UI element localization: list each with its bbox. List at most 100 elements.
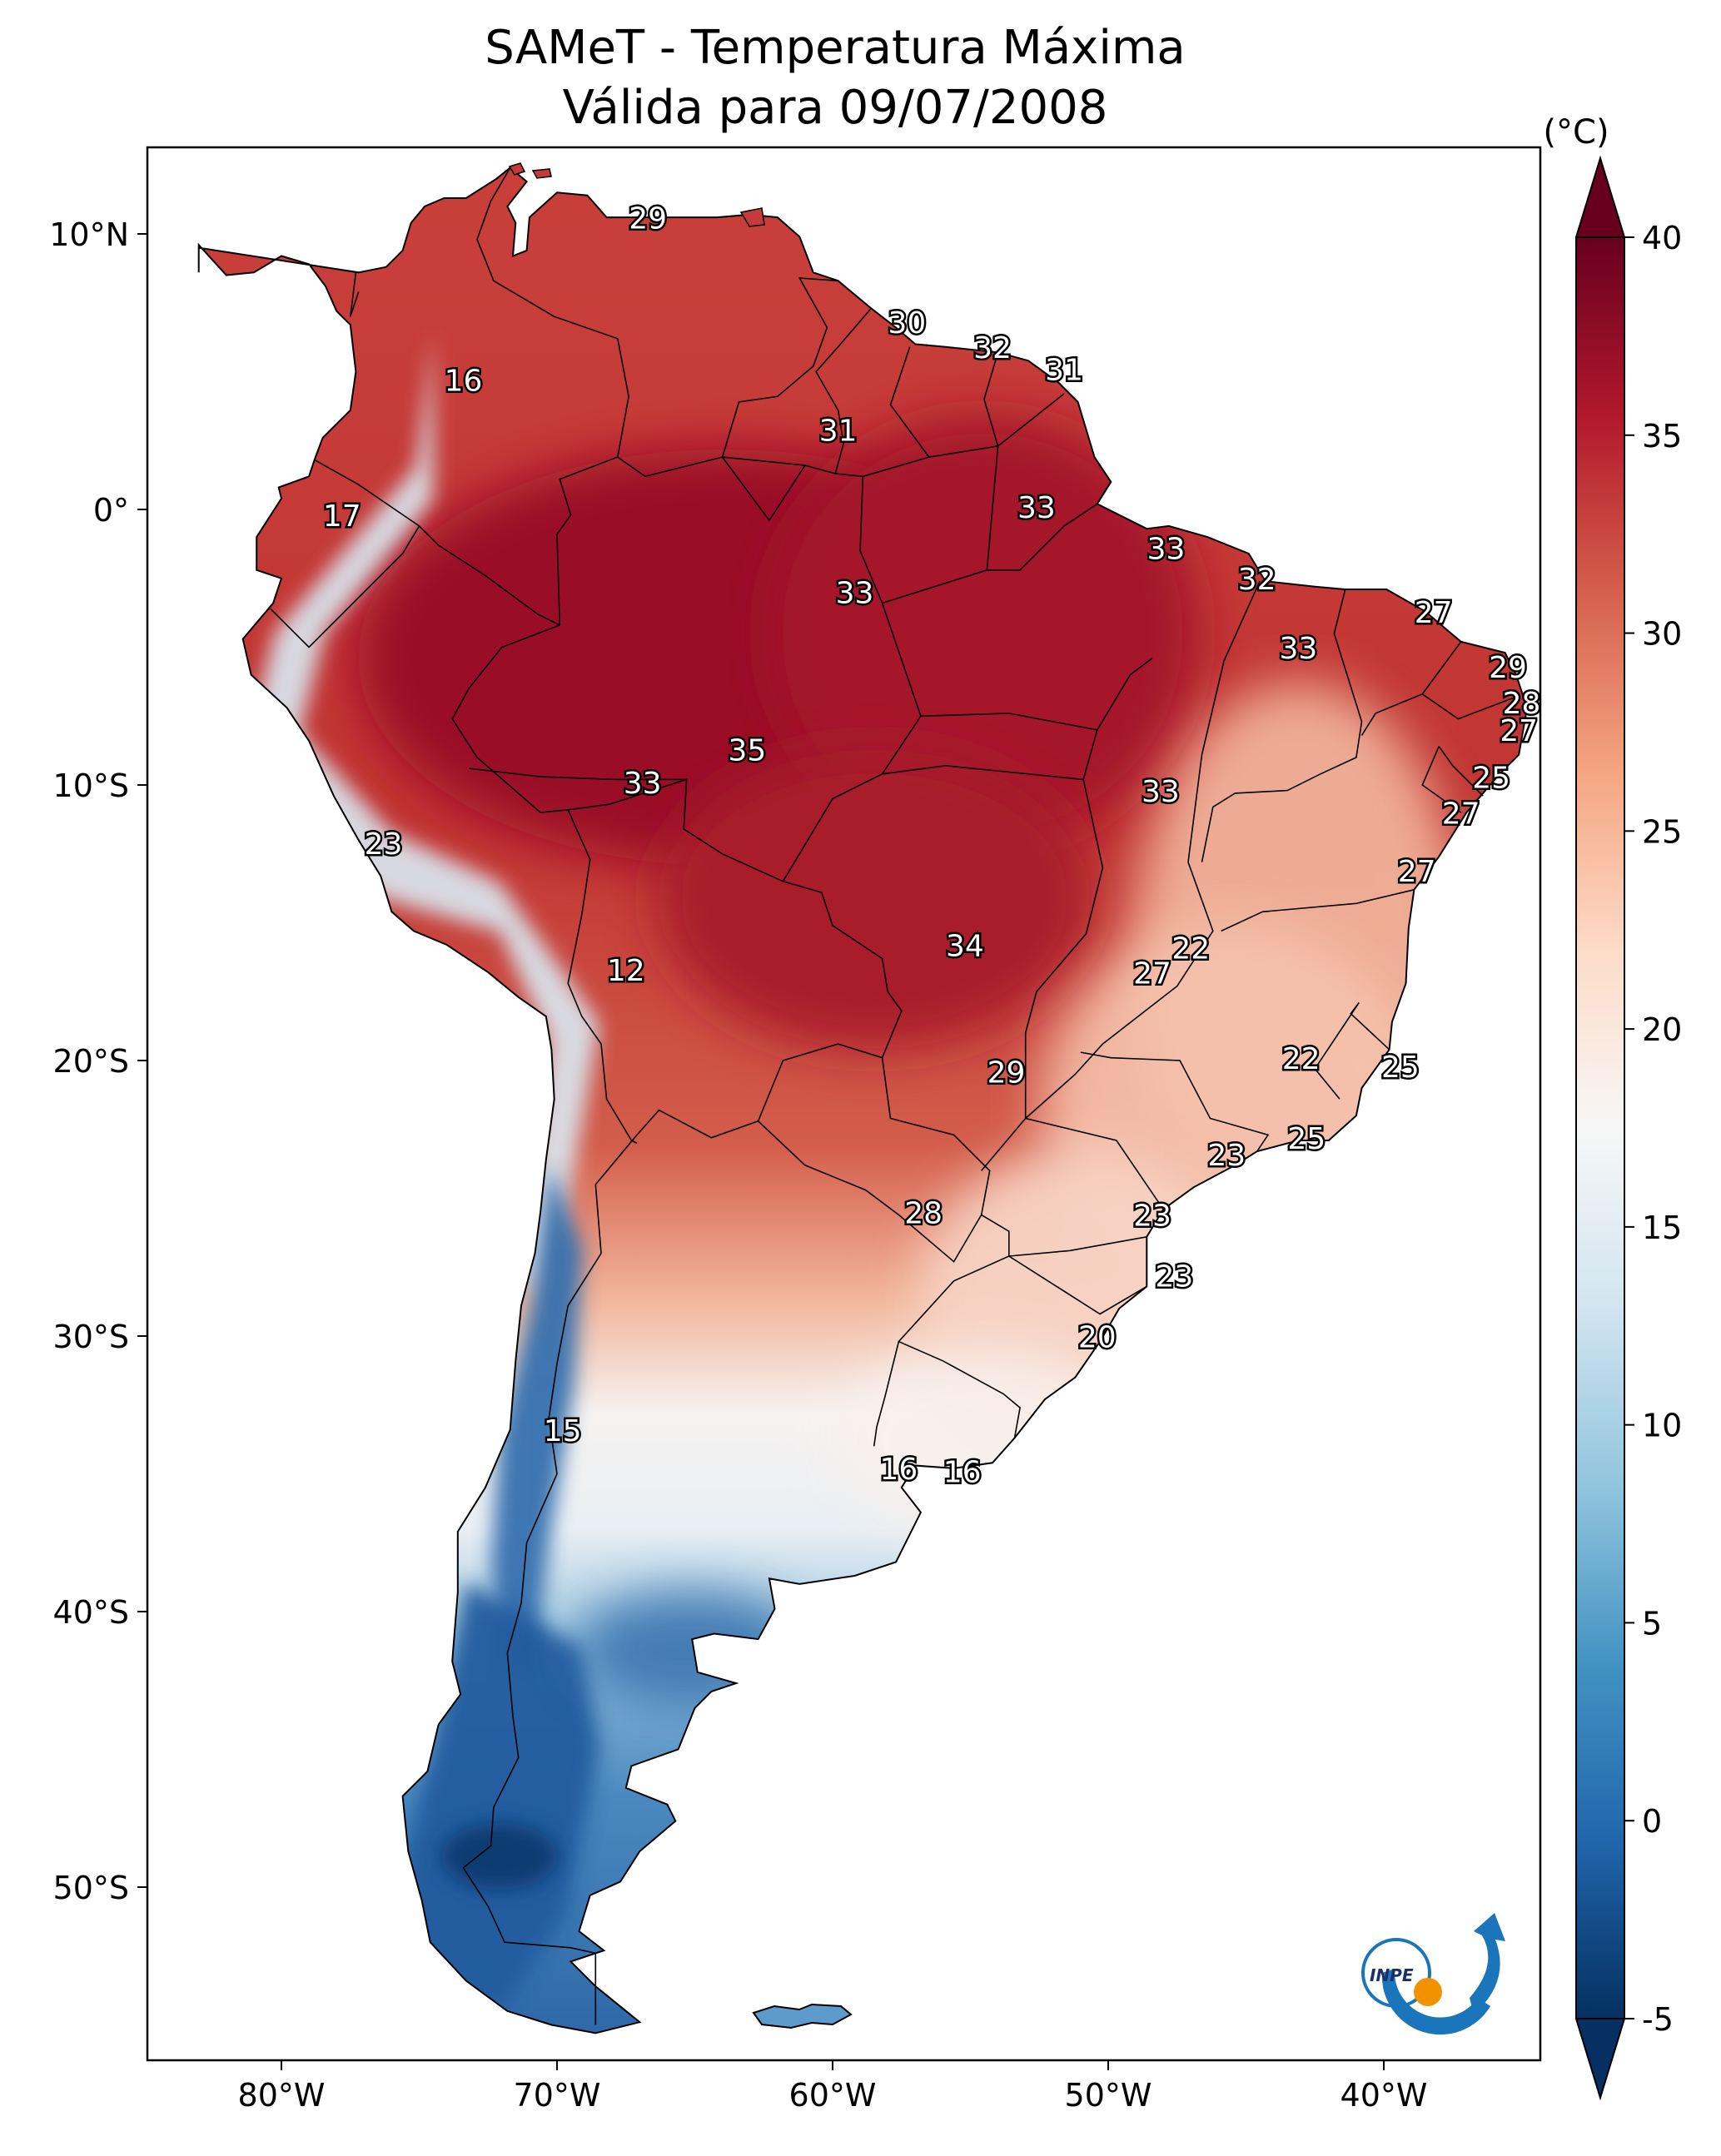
border-line [889,346,930,458]
contour-label: 28 [1503,687,1541,721]
contour-label: 25 [1472,761,1510,795]
border-line [418,525,560,626]
contour-label: 25 [1381,1051,1420,1085]
lon-tick-label: 60°W [789,2077,877,2114]
contour-label: 33 [1147,533,1186,567]
contour-label: 29 [629,201,667,236]
lat-tick-label: 50°S [53,1870,129,1906]
contour-label: 34 [946,929,984,963]
border-line [270,525,420,648]
lon-tick-label: 40°W [1340,2077,1428,2114]
contour-label: 16 [943,1456,982,1490]
lat-tick-label: 30°S [53,1319,129,1355]
border-line [983,352,999,447]
contour-label: 29 [987,1056,1026,1090]
border-line [882,764,1084,781]
contour-label: 32 [973,331,1012,365]
border-line [1201,589,1363,862]
contour-label: 33 [1142,775,1180,809]
logo-swoosh [1381,1969,1490,2035]
colorbar-ticks: 40 35 30 25 20 15 10 5 0 -5 [1624,220,1682,2038]
colorbar-unit: (°C) [1543,113,1609,152]
border-line [1421,746,1462,813]
border-line [567,809,638,1145]
contour-label: 25 [1287,1122,1326,1156]
longitude-axis: 80°W 70°W 60°W 50°W 40°W [238,2060,1428,2114]
border-line [986,445,999,570]
colorbar-tick-label: 30 [1642,616,1682,653]
contour-label: 22 [1282,1042,1321,1076]
border-line [451,624,569,813]
lat-tick-label: 10°N [49,216,129,253]
logo-text: INPE [1370,1965,1414,1985]
colorbar-tick-label: 10 [1642,1408,1682,1444]
lat-tick-label: 0° [93,492,129,529]
contour-label: 27 [1442,797,1480,831]
contour-label: 27 [1398,855,1436,889]
border-line [350,272,360,317]
border-line [1025,1117,1164,1210]
contour-label: 22 [1171,932,1210,966]
border-line [1008,1236,1147,1257]
contour-label: 27 [1500,714,1538,748]
map-title-line1: SAMeT - Temperatura Máxima [485,21,1186,75]
contour-label: 33 [836,577,874,611]
map-frame [146,146,1542,2062]
border-line [873,1341,900,1447]
border-line [1221,889,1415,932]
colorbar-min-arrow [1574,2018,1626,2101]
contour-label: 12 [607,954,645,988]
contour-label: 30 [888,306,926,340]
colorbar-tick-label: 15 [1642,1210,1682,1246]
lat-tick-label: 10°S [53,768,129,804]
border-line [314,459,420,527]
contour-label: 29 [1489,651,1527,685]
lon-tick-label: 80°W [238,2077,326,2114]
contour-label: 33 [1279,632,1317,666]
contour-label: 16 [445,365,483,399]
contour-label: 16 [879,1453,918,1487]
caribbean-islands [508,162,765,227]
border-line [469,768,687,781]
coastline [197,166,1529,2034]
border-line [1187,580,1261,862]
border-line [758,1057,991,1263]
colorbar-tick-label: 35 [1642,418,1682,455]
contour-label: 23 [1207,1139,1246,1173]
contour-label: 27 [1133,956,1171,991]
colorbar-tick-label: 40 [1642,220,1682,256]
contour-label: 32 [1238,563,1276,597]
contour-label: 23 [365,827,403,862]
logo-orange-dot [1414,1978,1442,2006]
colorbar-tick-label: 0 [1642,1803,1662,1840]
border-line [987,503,1098,571]
border-line [815,307,872,474]
colorbar-gradient [1576,237,1624,2019]
contour-label: 17 [323,499,361,534]
contour-label: 20 [1078,1320,1117,1354]
border-line [721,456,806,522]
contour-label: 27 [1415,596,1453,630]
colorbar-tick-label: 20 [1642,1011,1682,1048]
contour-label: 23 [1155,1260,1193,1294]
border-line [1008,1255,1147,1315]
border-line [476,167,629,626]
border-line [1024,658,1153,1119]
border-line [1421,641,1517,720]
contour-label: 33 [624,767,662,801]
colorbar-max-arrow [1574,155,1626,238]
lat-tick-label: 40°S [53,1594,129,1631]
inpe-logo: INPE [1361,1913,1505,2035]
country-borders [270,167,1517,2025]
map-title-line2: Válida para 09/07/2008 [563,81,1108,135]
border-line [1438,746,1484,797]
contour-label: 33 [1017,491,1056,525]
contour-label: 23 [1133,1200,1171,1234]
lat-tick-label: 20°S [53,1043,129,1080]
border-line [859,476,922,717]
contour-label: 35 [728,733,766,768]
colorbar: (°C) 40 35 30 25 20 15 10 5 0 -5 [1543,113,1682,2101]
